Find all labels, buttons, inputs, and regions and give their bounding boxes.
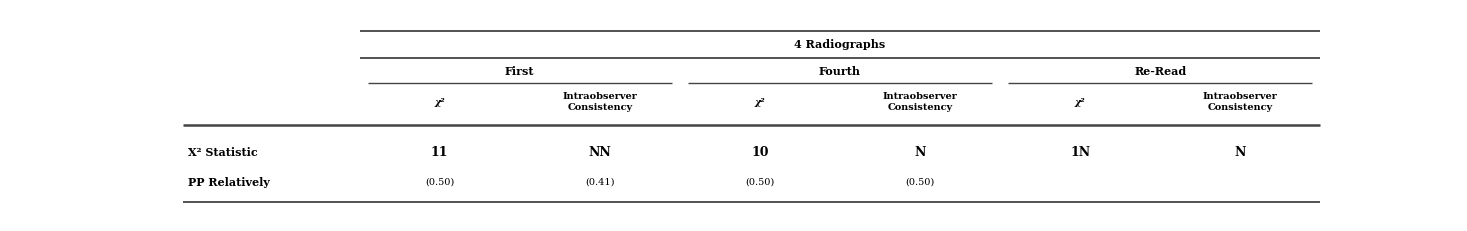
Text: Fourth: Fourth [819,66,861,77]
Text: 4 Radiographs: 4 Radiographs [794,39,886,50]
Text: (0.50): (0.50) [425,178,455,187]
Text: χ²: χ² [754,98,766,107]
Text: χ²: χ² [1075,98,1086,107]
Text: First: First [505,66,534,77]
Text: PP Relatively: PP Relatively [188,177,270,188]
Text: (0.41): (0.41) [585,178,615,187]
Text: X² Statistic: X² Statistic [188,147,258,158]
Text: 11: 11 [431,146,449,159]
Text: Intraobserver
Consistency: Intraobserver Consistency [562,92,637,112]
Text: (0.50): (0.50) [905,178,934,187]
Text: 10: 10 [751,146,769,159]
Text: N: N [1235,146,1245,159]
Text: NN: NN [588,146,612,159]
Text: χ²: χ² [434,98,445,107]
Text: (0.50): (0.50) [745,178,775,187]
Text: 1N: 1N [1069,146,1090,159]
Text: Intraobserver
Consistency: Intraobserver Consistency [1203,92,1278,112]
Text: Intraobserver
Consistency: Intraobserver Consistency [883,92,958,112]
Text: Re-Read: Re-Read [1134,66,1187,77]
Text: N: N [914,146,926,159]
